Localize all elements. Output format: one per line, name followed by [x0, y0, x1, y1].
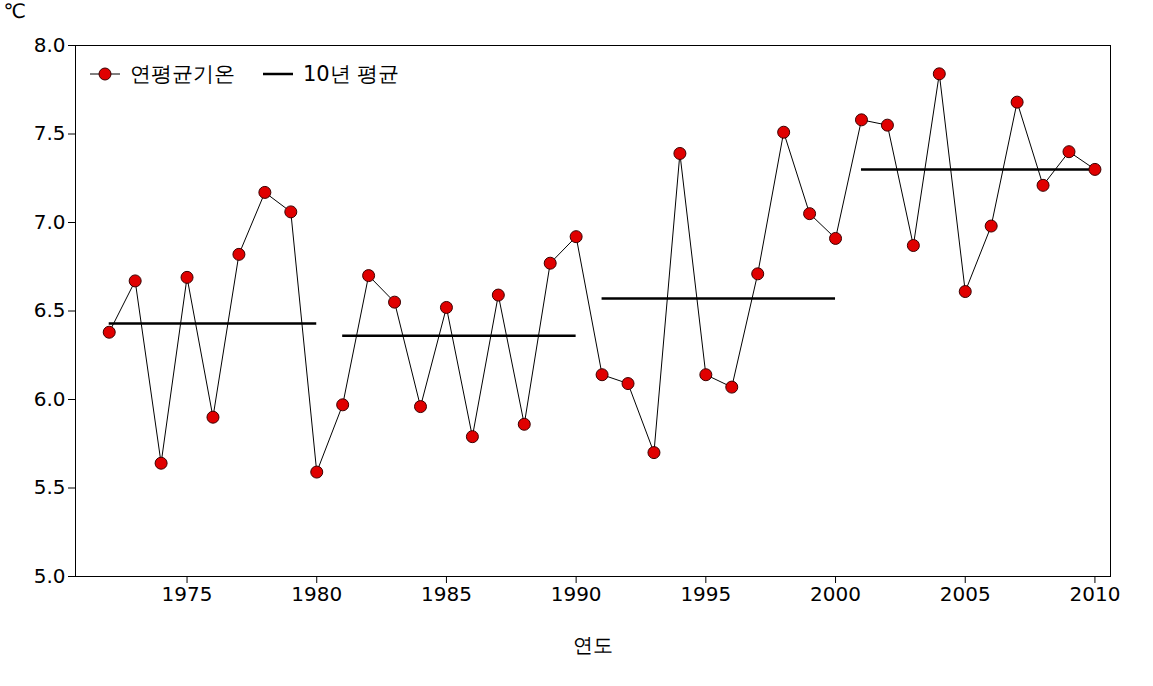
svg-text:1980: 1980: [291, 582, 342, 606]
svg-text:1990: 1990: [551, 582, 602, 606]
svg-text:2005: 2005: [940, 582, 991, 606]
svg-text:5.5: 5.5: [34, 475, 66, 499]
svg-text:5.0: 5.0: [34, 564, 66, 588]
svg-text:7.5: 7.5: [34, 121, 66, 145]
svg-text:1975: 1975: [162, 582, 213, 606]
svg-text:℃: ℃: [4, 0, 26, 23]
svg-text:1995: 1995: [680, 582, 731, 606]
svg-text:6.5: 6.5: [34, 298, 66, 322]
svg-text:7.0: 7.0: [34, 210, 66, 234]
html-text:연평균기온: 연평균기온: [130, 62, 235, 86]
svg-text:8.0: 8.0: [34, 33, 66, 57]
svg-text:2010: 2010: [1069, 582, 1120, 606]
html-text:10년 평균: 10년 평균: [303, 62, 400, 86]
svg-text:2000: 2000: [810, 582, 861, 606]
svg-text:1985: 1985: [421, 582, 472, 606]
svg-text:6.0: 6.0: [34, 387, 66, 411]
svg-text:연도: 연도: [573, 633, 613, 657]
